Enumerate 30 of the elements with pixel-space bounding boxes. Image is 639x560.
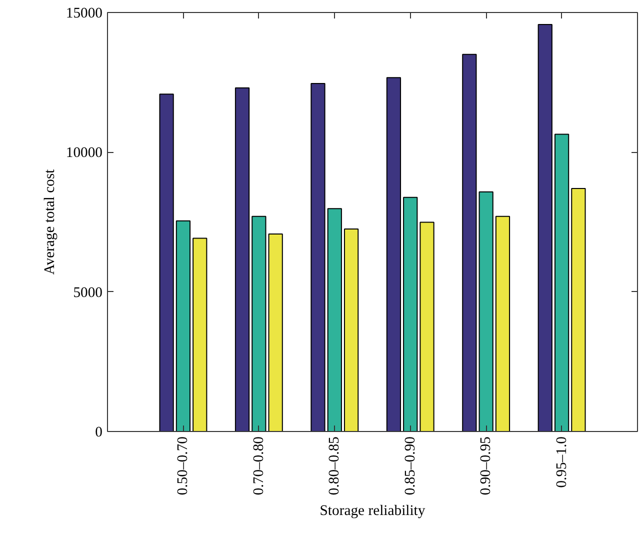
x-tick-label: 0.90–0.95 — [478, 436, 494, 496]
bar — [495, 216, 510, 432]
bar — [268, 234, 283, 432]
bar — [403, 196, 418, 432]
bar — [462, 54, 477, 432]
bar — [234, 87, 250, 432]
bar — [538, 24, 552, 432]
bar — [420, 222, 434, 432]
x-tick-label: 0.50–0.70 — [175, 436, 192, 496]
y-tick-label: 10000 — [66, 145, 102, 162]
x-tick-label: 0.80–0.85 — [326, 436, 343, 496]
bar — [192, 238, 208, 432]
bar — [176, 220, 191, 432]
bar — [554, 134, 570, 432]
y-tick-label: 15000 — [66, 6, 102, 22]
x-tick-label: 0.95–1.0 — [554, 436, 570, 488]
y-tick-label: 5000 — [73, 284, 102, 301]
bar — [386, 77, 402, 432]
y-tick-label: 0 — [95, 424, 102, 440]
bar — [310, 82, 326, 432]
bar — [571, 188, 586, 432]
y-axis-title: Average total cost — [42, 169, 58, 275]
bar — [478, 191, 494, 432]
bar — [327, 208, 342, 432]
bar — [159, 94, 174, 432]
x-tick-label: 0.70–0.80 — [250, 436, 267, 496]
x-tick-label: 0.85–0.90 — [402, 436, 418, 496]
bar — [252, 216, 266, 432]
bar — [344, 228, 359, 432]
x-axis-title: Storage reliability — [320, 503, 426, 520]
